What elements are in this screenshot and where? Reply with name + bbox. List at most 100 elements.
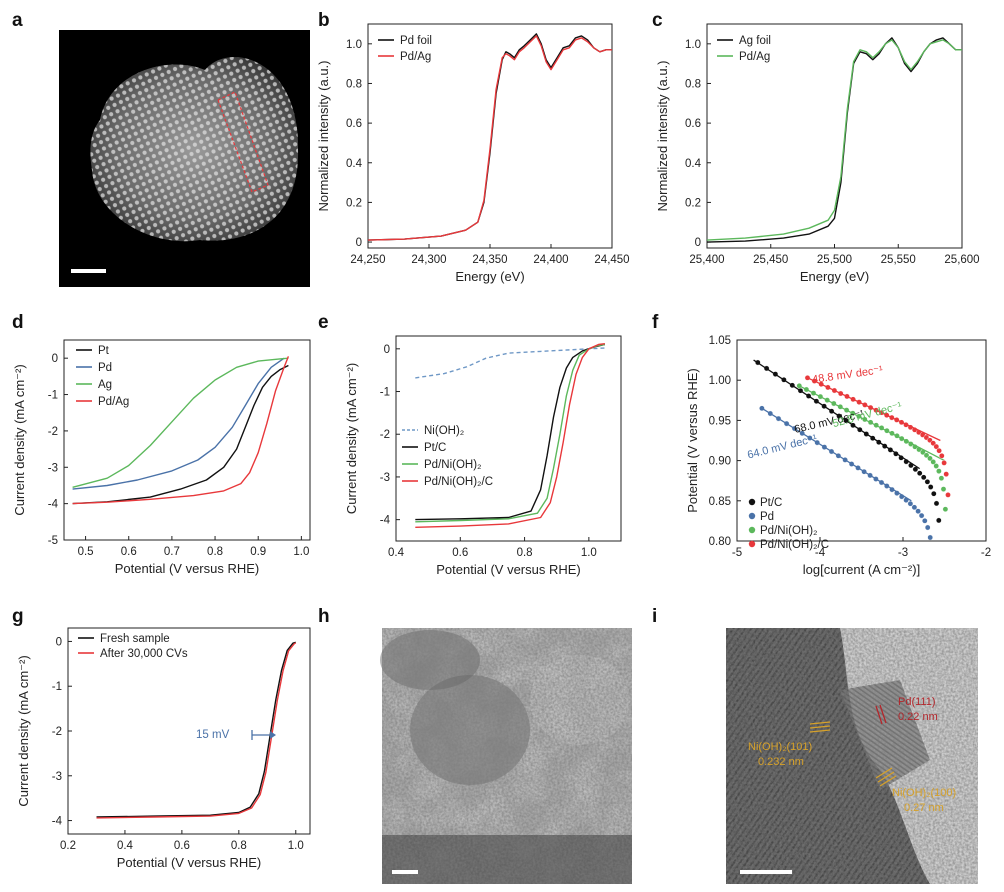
panel-h-tem-image [380, 628, 632, 884]
x-tick-label: 24,450 [594, 254, 629, 266]
shift-arrowhead [270, 731, 276, 739]
data-point-Pd/Ni(OH)₂ [940, 486, 947, 492]
data-point-Pd/Ni(OH)₂/C [936, 447, 942, 454]
y-tick-label: -1 [380, 387, 390, 399]
series-line-Pd foil [368, 33, 612, 241]
data-point-Pt/C [927, 484, 934, 490]
data-point-Pd [922, 518, 928, 524]
legend-label-Pd: Pd [98, 362, 112, 374]
data-point-Pd [911, 504, 918, 511]
plot-frame [736, 339, 987, 542]
x-tick-label: -4 [815, 547, 826, 559]
nioh-100-label: Ni(OH)₂(100) [892, 787, 956, 799]
y-tick-label: 0.80 [709, 536, 731, 548]
legend-label-Pt: Pt [98, 345, 110, 357]
x-tick-label: 24,250 [350, 254, 385, 266]
legend-marker-Pd/Ni(OH)₂/C [748, 540, 756, 548]
x-tick-label: 0.8 [207, 546, 223, 558]
y-tick-label: 0.95 [709, 415, 731, 427]
nioh-100-value: 0.27 nm [904, 802, 944, 814]
x-tick-label: 0.4 [388, 547, 405, 559]
legend-label-Pd/Ni(OH)₂/C: Pd/Ni(OH)₂/C [760, 539, 829, 551]
fringe-marker-100 [875, 767, 897, 787]
x-axis-label: Potential (V versus RHE) [117, 855, 262, 870]
y-tick-label: -5 [48, 535, 58, 547]
data-point-Pd/Ni(OH)₂/C [941, 460, 947, 466]
x-tick-label: 25,600 [944, 254, 979, 266]
tafel-fit-Pt/C [753, 359, 920, 470]
panel-a-stem-image [59, 30, 310, 287]
data-point-Pt/C [912, 466, 919, 473]
scale-bar [740, 870, 792, 874]
y-tick-label: -4 [380, 515, 391, 527]
y-tick-label: -2 [380, 429, 390, 441]
data-point-Pd/Ni(OH)₂ [930, 459, 937, 465]
scale-bar [392, 870, 418, 874]
fringe-marker-101 [809, 721, 831, 733]
x-axis-label: Energy (eV) [455, 269, 524, 284]
series-line-Pd/Ag [707, 39, 962, 241]
tafel-label-Pd: 64.0 mV dec⁻¹ [746, 433, 818, 462]
y-tick-label: 0.4 [346, 158, 363, 170]
panel-f-chart: -5 -4 -3 -2 0.80 0.85 0.90 0.95 1.00 1.05 log[curr… [685, 335, 991, 577]
legend-label-Ag foil: Ag foil [739, 35, 771, 47]
data-point-Pd/Ni(OH)₂/C [943, 471, 950, 477]
x-tick-label: 24,300 [411, 254, 446, 266]
data-point-Pd [927, 534, 934, 541]
shift-annotation: 15 mV [196, 729, 230, 741]
x-tick-label: 1.0 [293, 546, 309, 558]
legend-label-Pt/C: Pt/C [424, 442, 446, 454]
panel-letter-g: g [12, 606, 24, 627]
x-tick-label: 24,400 [533, 254, 568, 266]
y-tick-label: -3 [48, 462, 58, 474]
legend-marker-Pt/C [748, 498, 756, 506]
y-tick-label: 0 [56, 636, 62, 648]
series-line-Pd/Ag [72, 356, 290, 505]
panel-c-chart: 25,400 25,450 25,500 25,550 25,600 0 0.2 0.4 0.6… [655, 23, 980, 284]
legend-marker-Pd [748, 512, 756, 520]
y-tick-label: 1.00 [709, 375, 731, 387]
tafel-fit-Pd [761, 407, 912, 502]
panel-letter-b: b [318, 10, 330, 31]
y-tick-label: 0.8 [346, 78, 362, 90]
y-tick-label: 0.2 [685, 197, 701, 209]
panel-b-chart: 24,250 24,300 24,350 24,400 24,450 0 0.2 0.4 0.6… [316, 23, 630, 284]
y-tick-label: 0.6 [685, 118, 701, 130]
y-axis-label: Current density (mA cm⁻²) [344, 363, 359, 514]
x-tick-label: -5 [732, 547, 742, 559]
plot-area [96, 641, 297, 819]
plot-frame [63, 339, 311, 541]
panel-letter-f: f [652, 312, 659, 333]
y-axis-label: Current density (mA cm⁻²) [12, 364, 27, 515]
y-tick-label: -2 [48, 426, 58, 438]
y-tick-label: -4 [52, 816, 63, 828]
legend-label-Pd: Pd [760, 511, 774, 523]
y-axis-label: Normalized intensity (a.u.) [316, 61, 331, 212]
series-line-Ni(OH)₂ [415, 347, 605, 379]
x-tick-label: 0.6 [174, 840, 190, 852]
y-tick-label: 0.85 [709, 496, 731, 508]
data-point-Pt/C [920, 474, 927, 481]
x-tick-label: -2 [981, 547, 991, 559]
x-tick-label: 25,550 [881, 254, 916, 266]
y-tick-label: 0.2 [346, 197, 362, 209]
legend-marker-Pd/Ni(OH)₂ [748, 526, 756, 534]
y-tick-label: -4 [48, 499, 59, 511]
x-tick-label: 1.0 [288, 840, 304, 852]
x-tick-label: 0.8 [231, 840, 247, 852]
legend-label-Pt/C: Pt/C [760, 497, 782, 509]
panel-g-chart: 0.2 0.4 0.6 0.8 1.0 0 -1 -2 -3 -4 Potential (V ver… [16, 627, 311, 870]
x-tick-label: 0.9 [250, 546, 266, 558]
y-tick-label: 0.4 [685, 158, 702, 170]
plot-area [368, 33, 612, 241]
series-line-Pd/Ni(OH)₂/C [415, 343, 605, 528]
x-tick-label: 25,400 [689, 254, 724, 266]
legend-label-Ni(OH)₂: Ni(OH)₂ [424, 425, 464, 437]
plot-area [415, 343, 606, 528]
data-point-Pd/Ni(OH)₂ [933, 463, 940, 469]
tafel-label-Pd/Ni(OH)₂/C: 48.8 mV dec⁻¹ [811, 364, 884, 386]
legend-label-After 30,000 CVs: After 30,000 CVs [100, 648, 188, 660]
data-point-Pd/Ni(OH)₂/C [947, 542, 952, 547]
x-axis-label: Potential (V versus RHE) [115, 561, 260, 576]
